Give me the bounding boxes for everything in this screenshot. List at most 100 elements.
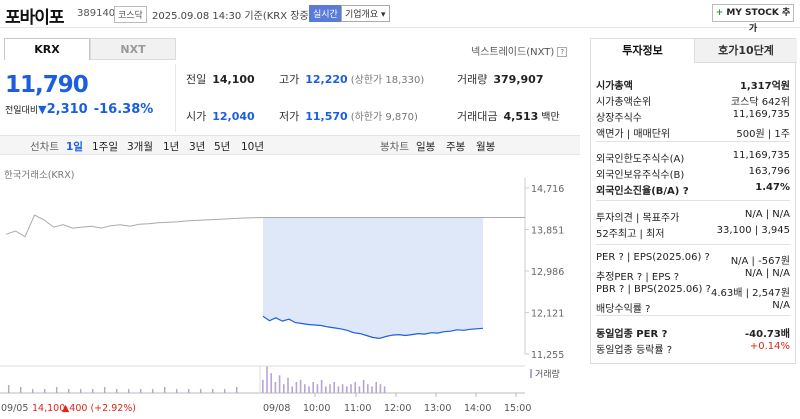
volume-bar bbox=[358, 386, 361, 393]
period-3m[interactable]: 3개월 bbox=[127, 141, 154, 153]
prev-day-line bbox=[5, 214, 525, 238]
add-mystock-label: MY STOCK 추가 bbox=[726, 8, 791, 34]
volume-bar bbox=[287, 377, 289, 393]
quote-timestamp: 2025.09.08 14:30 기준(KRX 장중) bbox=[152, 11, 313, 22]
volume-bar bbox=[176, 389, 178, 393]
candle-daily[interactable]: 일봉 bbox=[416, 141, 436, 153]
volume-bar bbox=[92, 389, 94, 393]
volume-bar bbox=[383, 386, 386, 393]
volume-bar bbox=[236, 387, 238, 393]
volume-bar bbox=[304, 384, 306, 393]
info-row-label: 외국인보유주식수(B) bbox=[596, 170, 685, 181]
info-row-label: 외국인소진율(B/A) ? bbox=[596, 186, 689, 197]
period-1y[interactable]: 1년 bbox=[163, 141, 180, 153]
volume-bar bbox=[354, 382, 356, 393]
high-label: 고가 bbox=[279, 73, 300, 86]
tab-orderbook[interactable]: 호가10단계 bbox=[694, 39, 797, 63]
y-tick-label: 11,255 bbox=[531, 350, 564, 361]
period-3y[interactable]: 3년 bbox=[189, 141, 206, 153]
info-row-label: 외국인한도주식수(A) bbox=[596, 154, 685, 165]
volume-bar bbox=[152, 389, 154, 393]
x-tick-label: 12:00 bbox=[384, 403, 411, 414]
tab-nxt[interactable]: NXT bbox=[90, 38, 176, 60]
x-tick-label: 09/08 bbox=[263, 403, 290, 414]
candle-monthly[interactable]: 월봉 bbox=[476, 141, 496, 153]
sidebar-divider bbox=[596, 244, 790, 245]
trade-amount: 거래대금 4,513 백만 bbox=[457, 108, 560, 124]
high-price: 고가 12,220 (상한가 18,330) bbox=[279, 71, 424, 87]
period-5y[interactable]: 5년 bbox=[214, 141, 231, 153]
volume-bar bbox=[337, 386, 340, 393]
tab-krx[interactable]: KRX bbox=[4, 38, 90, 60]
info-row-label: 시가총액 bbox=[596, 81, 633, 92]
x-tick-label: 15:00 bbox=[504, 403, 531, 414]
y-tick-label: 13,851 bbox=[531, 225, 564, 236]
volume-bar bbox=[104, 387, 106, 393]
open-value: 12,040 bbox=[212, 110, 255, 123]
info-row-value: 코스닥 642위 bbox=[730, 97, 790, 108]
info-row-value: 33,100 | 3,945 bbox=[716, 225, 790, 236]
volume-bar bbox=[291, 386, 293, 393]
volume-bar bbox=[270, 373, 272, 393]
price-change: 전일대비▼2,310 -16.38% bbox=[5, 102, 153, 117]
corp-info-label: 기업개요 bbox=[345, 10, 379, 20]
volume-legend-swatch bbox=[530, 369, 532, 378]
candle-weekly[interactable]: 주봉 bbox=[446, 141, 466, 153]
info-row-value: 163,796 bbox=[748, 166, 790, 177]
change-label: 전일대비 bbox=[5, 106, 39, 116]
volume-bar bbox=[325, 386, 327, 393]
volume-bar bbox=[371, 386, 373, 393]
info-row-value: N/A | N/A bbox=[744, 268, 790, 279]
info-row-label: 52주최고 | 최저 bbox=[596, 229, 665, 240]
info-row-value: 500원 | 1주 bbox=[736, 129, 790, 140]
volume-bar bbox=[316, 384, 319, 393]
investment-info-panel: 투자정보 호가10단계 시가총액 1,317억원 시가총액순위 코스닥 642위 상장주… bbox=[590, 38, 797, 364]
stock-header: 포바이포 389140 코스닥 2025.09.08 14:30 기준(KRX … bbox=[0, 0, 800, 34]
volume-bar bbox=[346, 386, 348, 393]
volume-label: 거래량 bbox=[457, 73, 488, 86]
volume-bar bbox=[80, 389, 82, 393]
volume-bar bbox=[308, 386, 310, 393]
down-triangle-icon: ▼ bbox=[38, 103, 47, 116]
chevron-down-icon: ▾ bbox=[381, 10, 386, 20]
low-value: 11,570 bbox=[305, 110, 348, 123]
corp-info-dropdown[interactable]: 기업개요 ▾ bbox=[341, 5, 390, 22]
help-icon[interactable]: ? bbox=[557, 47, 568, 57]
info-row-label: 상장주식수 bbox=[596, 113, 642, 124]
quote-summary: 전일 14,100 고가 12,220 (상한가 18,330) 거래량 379,907… bbox=[175, 64, 580, 132]
period-10y[interactable]: 10년 bbox=[241, 141, 265, 153]
info-row-label: 투자의견 | 목표주가 bbox=[596, 213, 680, 224]
info-row-label: 배당수익률 ? bbox=[596, 304, 651, 315]
nxt-label: 넥스트레이드(NXT)? bbox=[471, 43, 568, 58]
period-1w[interactable]: 1주일 bbox=[92, 141, 119, 153]
y-tick-label: 12,986 bbox=[531, 267, 564, 278]
realtime-button[interactable]: 실시간 bbox=[309, 5, 342, 22]
amount-value: 4,513 bbox=[503, 110, 539, 123]
period-1d[interactable]: 1일 bbox=[66, 141, 83, 153]
volume-bar bbox=[367, 384, 369, 393]
volume-bar bbox=[188, 389, 190, 393]
tab-investment-info[interactable]: 투자정보 bbox=[591, 39, 694, 63]
volume-bar bbox=[140, 389, 142, 393]
stock-code: 389140 bbox=[77, 8, 116, 19]
volume-bar bbox=[312, 382, 314, 393]
volume-bar bbox=[278, 375, 281, 393]
decline-area bbox=[263, 217, 483, 339]
volume-bar bbox=[274, 382, 277, 393]
volume-bar bbox=[299, 379, 302, 393]
volume: 거래량 379,907 bbox=[457, 71, 543, 87]
x-tick-label: 09/05 bbox=[1, 403, 28, 414]
info-row-value: -40.73배 bbox=[745, 329, 790, 340]
add-mystock-button[interactable]: + MY STOCK 추가 bbox=[712, 4, 794, 34]
open-price: 시가 12,040 bbox=[186, 108, 255, 124]
plus-icon: + bbox=[715, 8, 724, 18]
info-row-value: 11,169,735 bbox=[732, 150, 790, 161]
low-price: 저가 11,570 (하한가 9,870) bbox=[279, 108, 418, 124]
period-bar: 선차트 1일 1주일 3개월 1년 3년 5년 10년 봉차트 일봉 주봉 월봉 bbox=[0, 135, 580, 155]
volume-bar bbox=[212, 389, 214, 393]
volume-bar bbox=[164, 387, 166, 393]
info-row-value: N/A bbox=[772, 300, 790, 311]
prev-close: 전일 14,100 bbox=[186, 71, 255, 87]
info-row-value: 4.63배 | 2,547원 bbox=[710, 288, 790, 299]
info-row-label: 동일업종 등락률 ? bbox=[596, 345, 673, 356]
